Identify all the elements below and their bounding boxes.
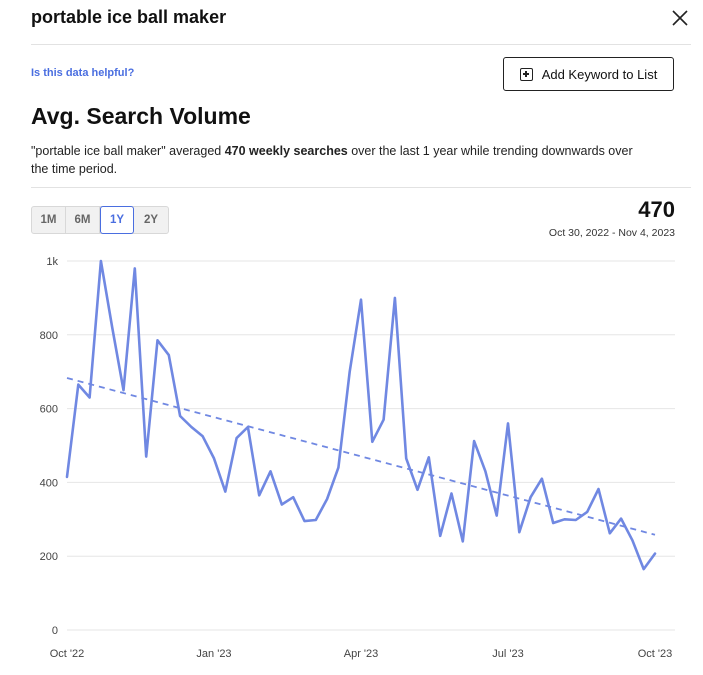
x-tick-label: Oct '23 [638, 648, 673, 660]
keyword-title: portable ice ball maker [31, 7, 227, 27]
date-range-label: Oct 30, 2022 - Nov 4, 2023 [548, 227, 675, 239]
close-button[interactable] [669, 7, 691, 29]
y-tick-label: 800 [40, 330, 58, 342]
description-value: 470 weekly searches [224, 144, 348, 158]
divider [31, 187, 691, 188]
x-tick-label: Apr '23 [344, 648, 379, 660]
close-icon [672, 10, 688, 26]
range-1m-button[interactable]: 1M [32, 207, 66, 233]
y-tick-label: 0 [52, 625, 58, 637]
range-2y-button[interactable]: 2Y [134, 207, 168, 233]
description-rest: over the last 1 year while trending down… [31, 144, 633, 176]
description-keyword: "portable ice ball maker" [31, 144, 166, 158]
series-line [65, 259, 657, 571]
trend-line [66, 377, 656, 536]
description-averaged: averaged [165, 144, 225, 158]
plus-square-icon [519, 67, 533, 81]
y-tick-label: 400 [40, 477, 58, 489]
section-title: Avg. Search Volume [31, 103, 251, 129]
search-volume-chart: 0 200 400 600 800 1k Oct '22 Jan '23 Apr '23 Jul … [40, 256, 675, 660]
volume-description: "portable ice ball maker" averaged 470 w… [31, 142, 651, 178]
x-tick-label: Jul '23 [492, 648, 523, 660]
data-helpful-link[interactable]: Is this data helpful? [31, 67, 135, 79]
x-tick-label: Oct '22 [50, 648, 85, 660]
range-6m-button[interactable]: 6M [66, 207, 100, 233]
y-tick-label: 200 [40, 551, 58, 563]
time-range-selector: 1M 6M 1Y 2Y [31, 206, 169, 234]
average-value: 470 [638, 197, 675, 222]
y-tick-label: 1k [46, 256, 58, 268]
x-tick-label: Jan '23 [196, 648, 231, 660]
range-1y-button[interactable]: 1Y [100, 206, 134, 234]
y-tick-label: 600 [40, 404, 58, 416]
add-keyword-label: Add Keyword to List [541, 66, 658, 82]
add-keyword-button[interactable]: Add Keyword to List [503, 57, 674, 91]
modal-header: portable ice ball maker [31, 0, 691, 45]
